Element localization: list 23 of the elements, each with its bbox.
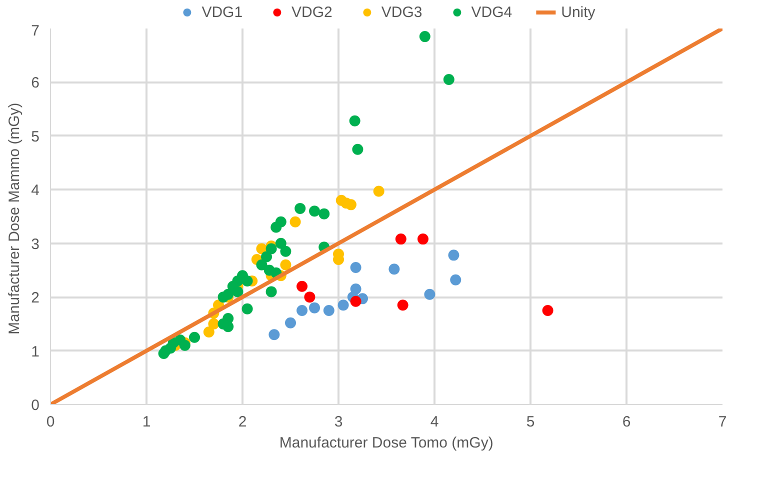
legend-label: VDG1: [202, 4, 243, 20]
legend-label: Unity: [561, 4, 596, 20]
y-tick-label: 2: [31, 290, 40, 307]
legend-label: VDG3: [381, 4, 422, 20]
x-axis-title: Manufacturer Dose Tomo (mGy): [279, 434, 494, 452]
x-tick-label: 0: [46, 414, 55, 430]
x-tick-label: 1: [142, 414, 151, 430]
y-tick-label: 4: [31, 182, 40, 200]
x-tick-label: 3: [334, 414, 343, 430]
x-tick-label: 6: [622, 414, 631, 430]
y-tick-label: 7: [31, 22, 40, 40]
y-tick-label: 5: [31, 128, 40, 146]
y-axis-title: Manufacturer Dose Mammo (mGy): [6, 102, 24, 334]
x-tick-label: 2: [238, 414, 247, 430]
y-tick-label: 0: [31, 397, 40, 414]
y-tick-label: 3: [31, 236, 40, 253]
y-tick-label: 1: [31, 343, 40, 360]
y-tick-label: 6: [31, 74, 40, 92]
x-tick-label: 7: [718, 414, 727, 430]
x-tick-label: 5: [526, 414, 535, 430]
x-tick-label: 4: [430, 414, 439, 430]
legend-label: VDG2: [292, 4, 332, 20]
legend-label: VDG4: [471, 4, 512, 20]
